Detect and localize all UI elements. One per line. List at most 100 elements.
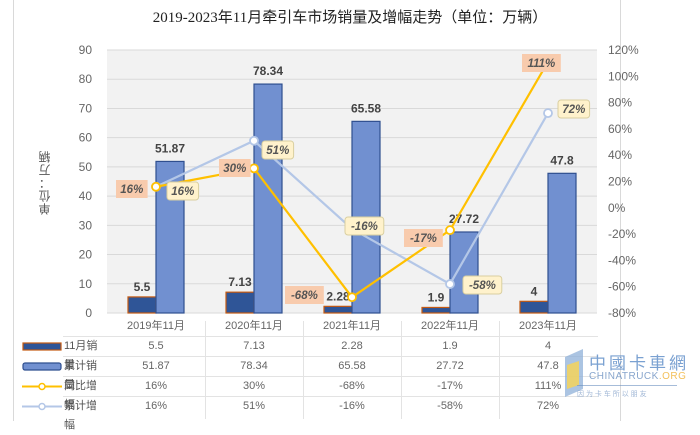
table-cell: 51.87 [142,360,170,372]
table-row: 11月销量 5.5 7.13 2.28 1.9 4 [20,337,598,371]
monthly-bar-legend-icon [22,342,62,351]
table-column-header: 2023年11月 [519,320,577,332]
legend-item: 累计增幅 [20,397,106,431]
left-axis-tick: 20 [79,248,93,262]
table-cell: -16% [339,400,365,412]
cum-growth-label: -16% [351,221,378,233]
bar-monthly-label: 5.5 [134,280,151,294]
cum-growth-line-legend-icon [22,402,62,411]
table-column-header: 2019年11月 [127,320,185,332]
cum-growth-label: -58% [469,280,496,292]
right-axis-tick: 40% [608,148,632,162]
cum-growth-label: 51% [266,145,289,157]
table-divider [63,396,598,397]
bar-monthly [323,305,353,314]
table-cell: 78.34 [240,360,268,372]
left-axis-tick: 70 [79,101,93,115]
watermark-slogan: 因 为 卡 车 所 以 朋 友 [577,391,647,398]
yoy-label: -17% [410,233,437,245]
table-cell: 16% [144,380,168,392]
right-axis-tick: -20% [608,227,636,241]
bar-monthly [519,300,549,314]
table-divider [63,356,598,357]
table-row: 累计增幅 16% 51% -16% -58% 72% [20,397,598,431]
cum-growth-label-box [462,275,503,295]
cum-growth-label: 72% [562,104,585,116]
cum-growth-label-box [557,99,591,119]
cum-growth-label-box [261,140,295,160]
right-axis-tick: -80% [608,306,636,320]
left-axis-tick: 0 [85,306,92,320]
legend-label: 11月销量 [64,340,98,371]
yoy-label-box [522,54,561,72]
table-cell: -68% [339,380,365,392]
table-cell: -58% [437,400,463,412]
table-cell: 51% [242,400,266,412]
yoy-label-box [116,180,148,198]
legend-label: 累计销量 [64,360,97,391]
table-cell: 72% [536,400,560,412]
right-axis-tick: 100% [608,69,639,83]
legend-item: 11月销量 [20,337,106,371]
cum-growth-line-marker [445,279,455,289]
left-axis-tick: 10 [79,277,93,291]
right-axis-tick: -40% [608,253,636,267]
table-divider [63,336,598,337]
left-axis-tick: 50 [79,160,93,174]
table-column-header: 2021年11月 [323,320,381,332]
watermark-cn: 中國卡車網 [589,354,689,374]
yoy-line-marker [151,181,161,192]
table-cell: 5.5 [148,340,164,352]
bar-monthly [225,291,255,314]
watermark: 中國卡車網 CHINATRUCK.ORG 因 为 卡 车 所 以 朋 友 [555,345,700,405]
table-cell: 27.72 [436,360,464,372]
table-column-divider [499,321,500,419]
right-axis-tick: 20% [608,175,632,189]
chart-title: 2019-2023年11月牵引车市场销量及增幅走势（单位：万辆） [152,10,548,26]
yoy-line-marker [249,163,259,174]
table-cell: 4 [544,340,552,352]
table-cell: 16% [144,400,168,412]
bar-monthly-label: 1.9 [428,290,445,304]
cum-growth-line-marker [249,135,259,146]
table-header-row: 2019年11月 2020年11月 2021年11月 2022年11月 2023年11月 [20,317,598,336]
yoy-label: 16% [120,184,143,196]
combo-chart: 90 80 70 60 50 40 30 20 10 0 120% 100% 80% 60% 40% 20% 0… [79,43,639,320]
bar-cumulative-label: 27.72 [449,212,479,226]
table-cell: 2.28 [341,340,363,352]
legend-label: 同比增幅 [64,380,97,411]
table-cell: 47.8 [537,360,559,372]
right-axis-tick: 120% [608,43,639,57]
table-row: 同比增幅 16% 30% -68% -17% 111% [20,377,598,411]
yoy-label: -68% [291,290,318,302]
legend-item: 同比增幅 [20,377,106,411]
yoy-label-box [404,229,443,247]
table-column-divider [205,321,206,419]
table-cell: 111% [534,380,562,392]
right-axis-tick: 60% [608,122,632,136]
table-column-divider [401,321,402,419]
bar-cumulative-label: 78.34 [253,64,283,78]
yoy-label: 111% [528,58,556,70]
table-cell: -17% [437,380,463,392]
left-axis-tick: 30 [79,218,93,232]
table-cell: 1.9 [442,340,458,352]
yoy-line-legend-icon [22,382,62,391]
cum-growth-label: 16% [171,186,194,198]
bar-cumulative-label: 65.58 [351,101,381,115]
cumulative-bar-legend-icon [22,362,62,371]
left-axis-tick: 90 [79,43,93,57]
cum-growth-line-marker [543,108,553,119]
left-axis-tick: 80 [79,72,93,86]
bar-monthly-label: 4 [531,284,538,298]
watermark-en: CHINATRUCK.ORG [589,371,687,382]
table-column-divider [303,321,304,419]
table-divider [63,376,598,377]
yoy-label: 30% [223,163,246,175]
legend-item: 累计销量 [20,357,106,391]
left-axis-tick: 60 [79,131,93,145]
bar-cumulative [547,172,577,314]
right-axis-tick: -60% [608,280,636,294]
table-cell: 65.58 [338,360,366,372]
bar-cumulative-label: 51.87 [155,141,185,155]
